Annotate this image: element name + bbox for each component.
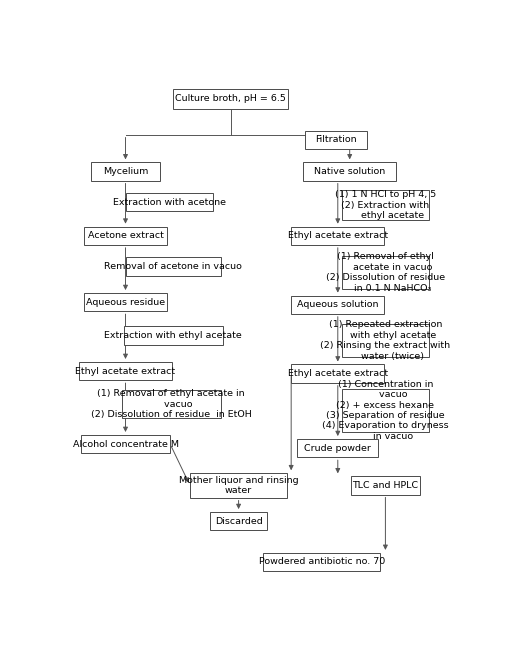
FancyBboxPatch shape <box>291 227 385 245</box>
FancyBboxPatch shape <box>173 89 288 109</box>
Text: Filtration: Filtration <box>315 135 357 145</box>
FancyBboxPatch shape <box>125 193 213 211</box>
Text: Discarded: Discarded <box>215 516 263 526</box>
FancyBboxPatch shape <box>342 256 429 289</box>
FancyBboxPatch shape <box>291 296 385 314</box>
Text: (1) 1 N HCl to pH 4, 5
(2) Extraction with
     ethyl acetate: (1) 1 N HCl to pH 4, 5 (2) Extraction wi… <box>335 190 436 220</box>
FancyBboxPatch shape <box>297 439 378 457</box>
FancyBboxPatch shape <box>263 553 380 572</box>
Text: Culture broth, pH = 6.5: Culture broth, pH = 6.5 <box>175 94 286 103</box>
FancyBboxPatch shape <box>351 476 420 495</box>
Text: Alcohol concentrate M: Alcohol concentrate M <box>73 440 179 449</box>
Text: Acetone extract: Acetone extract <box>88 231 163 240</box>
FancyBboxPatch shape <box>79 362 172 381</box>
Text: Aqueous solution: Aqueous solution <box>297 300 378 309</box>
Text: Mycelium: Mycelium <box>103 167 148 176</box>
Text: Aqueous residue: Aqueous residue <box>86 298 165 307</box>
FancyBboxPatch shape <box>342 389 429 432</box>
Text: Ethyl acetate extract: Ethyl acetate extract <box>288 231 388 240</box>
Text: (1) Removal of ethyl
     acetate in vacuo
(2) Dissolution of residue
     in 0.: (1) Removal of ethyl acetate in vacuo (2… <box>326 253 445 292</box>
Text: Native solution: Native solution <box>314 167 386 176</box>
Text: (1) Concentration in
     vacuo
(2) + excess hexane
(3) Separation of residue
(4: (1) Concentration in vacuo (2) + excess … <box>322 380 449 441</box>
Text: (1) Removal of ethyl acetate in
     vacuo
(2) Dissolution of residue  in EtOH: (1) Removal of ethyl acetate in vacuo (2… <box>91 389 251 419</box>
Text: Crude powder: Crude powder <box>304 444 371 453</box>
Text: Removal of acetone in vacuo: Removal of acetone in vacuo <box>104 262 242 271</box>
FancyBboxPatch shape <box>123 326 223 345</box>
Text: Mother liquor and rinsing
water: Mother liquor and rinsing water <box>179 476 298 495</box>
FancyBboxPatch shape <box>91 162 160 180</box>
Text: Ethyl acetate extract: Ethyl acetate extract <box>75 367 176 375</box>
FancyBboxPatch shape <box>190 473 287 498</box>
FancyBboxPatch shape <box>81 435 170 453</box>
FancyBboxPatch shape <box>305 131 367 149</box>
Text: Extraction with ethyl acetate: Extraction with ethyl acetate <box>104 331 242 340</box>
Text: Powdered antibiotic no. 70: Powdered antibiotic no. 70 <box>259 558 385 566</box>
FancyBboxPatch shape <box>84 227 167 245</box>
FancyBboxPatch shape <box>303 162 396 180</box>
FancyBboxPatch shape <box>291 365 385 383</box>
FancyBboxPatch shape <box>84 293 167 312</box>
Text: (1) Repeated extraction
     with ethyl acetate
(2) Rinsing the extract with
   : (1) Repeated extraction with ethyl aceta… <box>321 320 451 361</box>
FancyBboxPatch shape <box>342 190 429 220</box>
FancyBboxPatch shape <box>210 512 267 530</box>
Text: TLC and HPLC: TLC and HPLC <box>352 481 418 490</box>
FancyBboxPatch shape <box>121 391 221 418</box>
FancyBboxPatch shape <box>342 324 429 357</box>
Text: Extraction with acetone: Extraction with acetone <box>113 198 226 207</box>
Text: Ethyl acetate extract: Ethyl acetate extract <box>288 369 388 378</box>
FancyBboxPatch shape <box>125 257 221 276</box>
